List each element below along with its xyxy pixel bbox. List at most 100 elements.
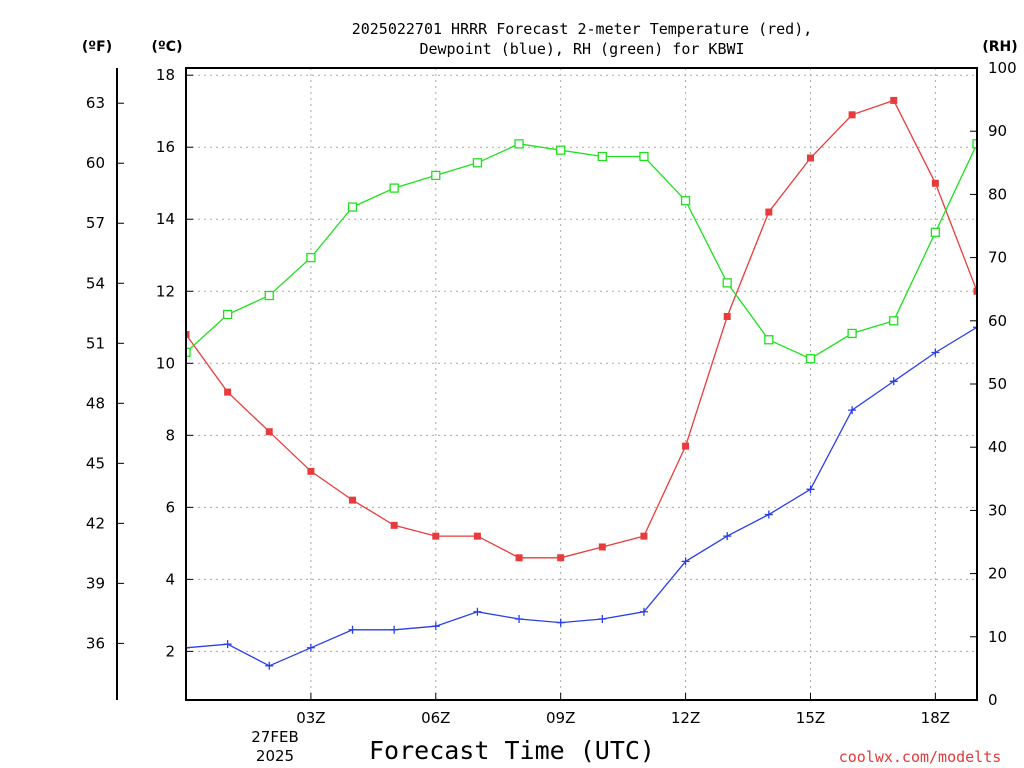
dewpoint-point [348, 625, 357, 634]
x-tick-label: 12Z [671, 709, 700, 727]
dewpoint-point [806, 485, 815, 494]
temperature-point [224, 388, 232, 396]
fahrenheit-tick-label: 57 [86, 214, 105, 232]
temperature-point [973, 287, 977, 295]
fahrenheit-axis-ticks: 36 39 42 45 48 51 54 57 60 63 [86, 94, 124, 652]
rh-tick-label: 0 [988, 691, 998, 709]
rh-tick-label: 10 [988, 628, 1007, 646]
rh-point [889, 316, 899, 326]
series-layer [186, 96, 977, 670]
rh-point [847, 328, 857, 339]
rh-point [556, 145, 566, 155]
dewpoint-point [931, 348, 940, 357]
fahrenheit-tick-label: 45 [86, 454, 105, 472]
fahrenheit-tick-label: 36 [86, 634, 105, 652]
rh-axis-ticks: 0 10 20 30 40 50 60 70 80 90 100 [970, 59, 1017, 709]
dewpoint-point [186, 643, 190, 652]
fahrenheit-tick-label: 48 [86, 394, 105, 412]
fahrenheit-tick-label: 60 [86, 154, 105, 172]
rh-point [347, 202, 358, 212]
rh-tick-label: 50 [988, 375, 1007, 393]
grid-lines [186, 68, 977, 700]
dewpoint-point [973, 323, 977, 332]
x-date-label-year: 2025 [256, 747, 294, 765]
temperature-point [186, 330, 190, 338]
rh-tick-label: 20 [988, 565, 1007, 583]
x-tick-label: 03Z [296, 709, 325, 727]
dewpoint-line [186, 326, 977, 667]
rh-axis-label: (RH) [982, 39, 1017, 55]
chart-title: 2025022701 HRRR Forecast 2-meter Tempera… [352, 20, 813, 58]
dewpoint-point [265, 661, 274, 670]
dewpoint-point [556, 618, 565, 627]
chart-title-line-1: 2025022701 HRRR Forecast 2-meter Tempera… [352, 20, 813, 38]
rh-point [597, 151, 607, 162]
rh-point [680, 196, 691, 206]
chart-title-line-2: Dewpoint (blue), RH (green) for KBWI [419, 40, 744, 58]
temperature-point [515, 554, 523, 562]
temperature-series [186, 96, 977, 562]
rh-point [805, 354, 816, 364]
rh-tick-label: 100 [988, 59, 1017, 77]
rh-tick-label: 90 [988, 122, 1007, 140]
celsius-tick-label: 2 [165, 642, 175, 660]
dewpoint-point [515, 614, 524, 623]
fahrenheit-tick-label: 54 [86, 274, 105, 292]
rh-point [264, 290, 274, 301]
celsius-tick-label: 14 [156, 210, 175, 228]
x-axis-ticks: 03Z 06Z 09Z 12Z 15Z 18Z [296, 693, 950, 727]
temperature-point [806, 154, 814, 162]
rh-point [431, 170, 441, 181]
dewpoint-point [681, 557, 690, 566]
rh-tick-label: 70 [988, 249, 1007, 267]
rh-point [972, 139, 977, 149]
temperature-line [186, 99, 977, 559]
rh-point [306, 252, 316, 263]
plot-frame [185, 67, 978, 701]
rh-point [222, 309, 233, 320]
x-date-label-day: 27FEB [251, 728, 298, 746]
dewpoint-point [431, 622, 440, 631]
rh-point [764, 335, 774, 345]
rh-point [514, 139, 524, 149]
temperature-point [390, 521, 398, 529]
credit-link[interactable]: coolwx.com/modelts [839, 748, 1002, 766]
x-tick-label: 06Z [421, 709, 450, 727]
temperature-point [723, 312, 731, 320]
temperature-point [682, 442, 690, 450]
dewpoint-point [764, 510, 773, 519]
rh-tick-label: 40 [988, 438, 1007, 456]
temperature-point [307, 467, 315, 475]
dewpoint-point [306, 643, 315, 652]
dewpoint-point [473, 607, 482, 616]
x-tick-label: 18Z [921, 709, 950, 727]
dewpoint-point [223, 640, 232, 649]
dewpoint-point [848, 406, 857, 415]
temperature-point [640, 532, 648, 540]
dewpoint-point [889, 377, 898, 386]
temperature-point [765, 208, 773, 216]
fahrenheit-tick-label: 51 [86, 334, 105, 352]
temperature-point [473, 532, 481, 540]
temperature-point [598, 543, 606, 551]
temperature-point [349, 496, 357, 504]
celsius-axis-ticks: 2 4 6 8 10 12 14 16 18 [156, 66, 193, 660]
rh-point [389, 183, 399, 193]
dewpoint-point [639, 607, 648, 616]
fahrenheit-tick-label: 42 [86, 514, 105, 532]
temperature-point [931, 179, 939, 187]
x-tick-label: 15Z [796, 709, 825, 727]
rh-point [639, 151, 649, 162]
rh-tick-label: 80 [988, 185, 1007, 203]
x-date-label: 27FEB 2025 [251, 728, 298, 765]
celsius-tick-label: 18 [156, 66, 175, 84]
x-axis-title: Forecast Time (UTC) [369, 736, 655, 765]
rh-tick-label: 60 [988, 312, 1007, 330]
dewpoint-series [186, 323, 977, 670]
fahrenheit-axis-label: (ºF) [82, 39, 112, 55]
temperature-point [557, 554, 565, 562]
rh-tick-label: 30 [988, 501, 1007, 519]
rh-line [186, 143, 977, 360]
temperature-point [432, 532, 440, 540]
temperature-point [848, 111, 856, 119]
